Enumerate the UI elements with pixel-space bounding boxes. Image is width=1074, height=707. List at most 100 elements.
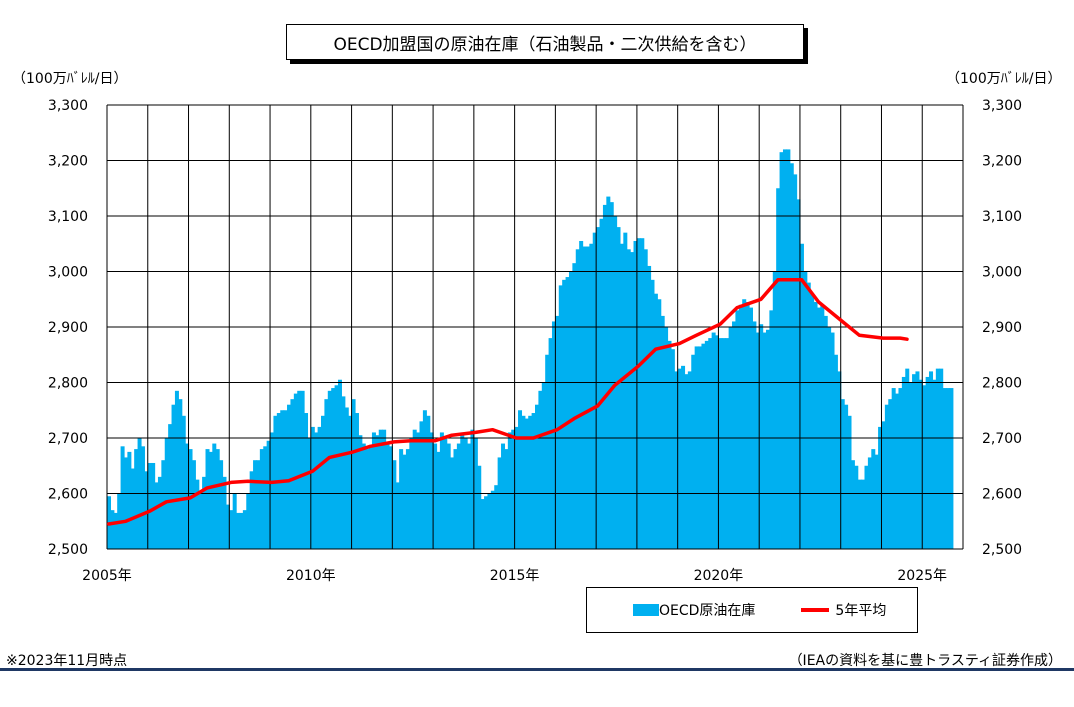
inventory-bar: [759, 324, 764, 549]
x-tick-label: 2005年: [82, 568, 132, 584]
y-tick-label-left: 2,900: [48, 320, 88, 336]
inventory-bar: [392, 460, 397, 549]
inventory-bar: [772, 271, 777, 549]
inventory-bar: [433, 443, 438, 549]
inventory-bar: [351, 399, 356, 549]
inventory-bar: [518, 410, 523, 549]
inventory-bar: [412, 429, 417, 549]
inventory-bar: [358, 435, 363, 549]
inventory-bar: [256, 460, 261, 549]
inventory-bar: [864, 465, 869, 549]
inventory-bar: [881, 421, 886, 549]
inventory-bar: [236, 512, 241, 549]
inventory-bar: [300, 390, 305, 549]
inventory-bar: [786, 149, 791, 549]
inventory-bar: [935, 368, 940, 550]
inventory-bar: [225, 504, 230, 549]
y-tick-label-left: 3,200: [48, 154, 88, 170]
inventory-bar: [337, 379, 342, 549]
inventory-bar: [606, 196, 611, 549]
five-year-average-line: [106, 278, 909, 526]
inventory-bar: [946, 388, 951, 549]
inventory-bar: [630, 252, 635, 549]
inventory-bar: [711, 332, 716, 549]
inventory-bar: [752, 321, 757, 549]
inventory-bar: [504, 449, 509, 549]
inventory-bar: [568, 271, 573, 549]
inventory-bar: [653, 293, 658, 549]
inventory-bar: [436, 451, 441, 550]
inventory-bar: [602, 204, 607, 549]
legend-label-average: 5年平均: [835, 603, 887, 619]
chart-title: OECD加盟国の原油在庫（石油製品・二次供給を含む）: [286, 24, 804, 60]
inventory-bar: [253, 460, 258, 549]
inventory-bar: [185, 443, 190, 549]
inventory-bar: [140, 446, 145, 549]
inventory-bar: [738, 304, 743, 549]
inventory-bar: [718, 338, 723, 549]
inventory-bar: [317, 426, 322, 549]
inventory-bar: [229, 510, 234, 549]
inventory-bar: [776, 188, 781, 549]
legend-line-swatch: [801, 608, 830, 612]
x-tick-label: 2020年: [694, 568, 744, 584]
inventory-bar: [511, 429, 516, 549]
y-tick-label-right: 2,700: [982, 431, 1022, 447]
inventory-bar: [551, 321, 556, 549]
inventory-bar: [844, 404, 849, 549]
inventory-bar: [181, 415, 186, 549]
inventory-bar: [585, 246, 590, 549]
inventory-bar: [365, 449, 370, 549]
inventory-bar: [334, 385, 339, 549]
inventory-bar: [304, 413, 309, 549]
inventory-bar: [548, 338, 553, 549]
inventory-bar: [932, 379, 937, 549]
inventory-bar: [191, 460, 196, 549]
inventory-bar: [922, 385, 927, 549]
inventory-bar: [535, 404, 539, 549]
inventory-bar: [806, 282, 811, 549]
inventory-bar: [259, 449, 264, 549]
inventory-bar: [195, 479, 200, 550]
inventory-bar: [650, 279, 655, 549]
inventory-bar: [453, 449, 458, 549]
inventory-bar: [701, 343, 706, 549]
inventory-bar: [694, 346, 699, 549]
footer-rule: [0, 668, 1074, 671]
inventory-bar: [487, 493, 492, 549]
inventory-bar: [341, 396, 346, 550]
inventory-bar: [405, 449, 410, 549]
inventory-bar: [755, 332, 760, 549]
inventory-bar: [691, 354, 696, 549]
inventory-bar: [745, 302, 750, 549]
inventory-bar: [895, 393, 900, 549]
inventory-bar: [538, 390, 543, 549]
inventory-bar: [266, 440, 271, 549]
y-tick-label-right: 3,300: [982, 98, 1022, 114]
inventory-bar: [813, 302, 818, 549]
y-tick-label-right: 3,100: [982, 209, 1022, 225]
inventory-bar: [460, 432, 465, 549]
y-tick-label-left: 2,800: [48, 376, 88, 392]
inventory-bar: [592, 232, 597, 549]
inventory-bar: [416, 432, 421, 549]
inventory-bar: [222, 476, 227, 549]
inventory-bar: [147, 462, 152, 549]
inventory-bar: [419, 421, 424, 549]
inventory-bar: [545, 354, 550, 549]
source-note: （IEAの資料を基に豊トラスティ証券作成）: [788, 653, 1062, 669]
inventory-bar: [871, 449, 876, 549]
inventory-bar: [402, 454, 407, 549]
inventory-bar: [263, 446, 268, 549]
inventory-bar: [174, 390, 179, 549]
inventory-bar: [619, 243, 624, 549]
inventory-bar: [684, 374, 689, 549]
y-tick-label-right: 2,600: [982, 487, 1022, 503]
inventory-bar: [833, 354, 838, 549]
inventory-bar: [793, 174, 798, 550]
inventory-bar: [854, 465, 859, 549]
inventory-bar: [422, 410, 427, 549]
inventory-bar: [810, 293, 815, 549]
inventory-bar: [382, 429, 387, 549]
